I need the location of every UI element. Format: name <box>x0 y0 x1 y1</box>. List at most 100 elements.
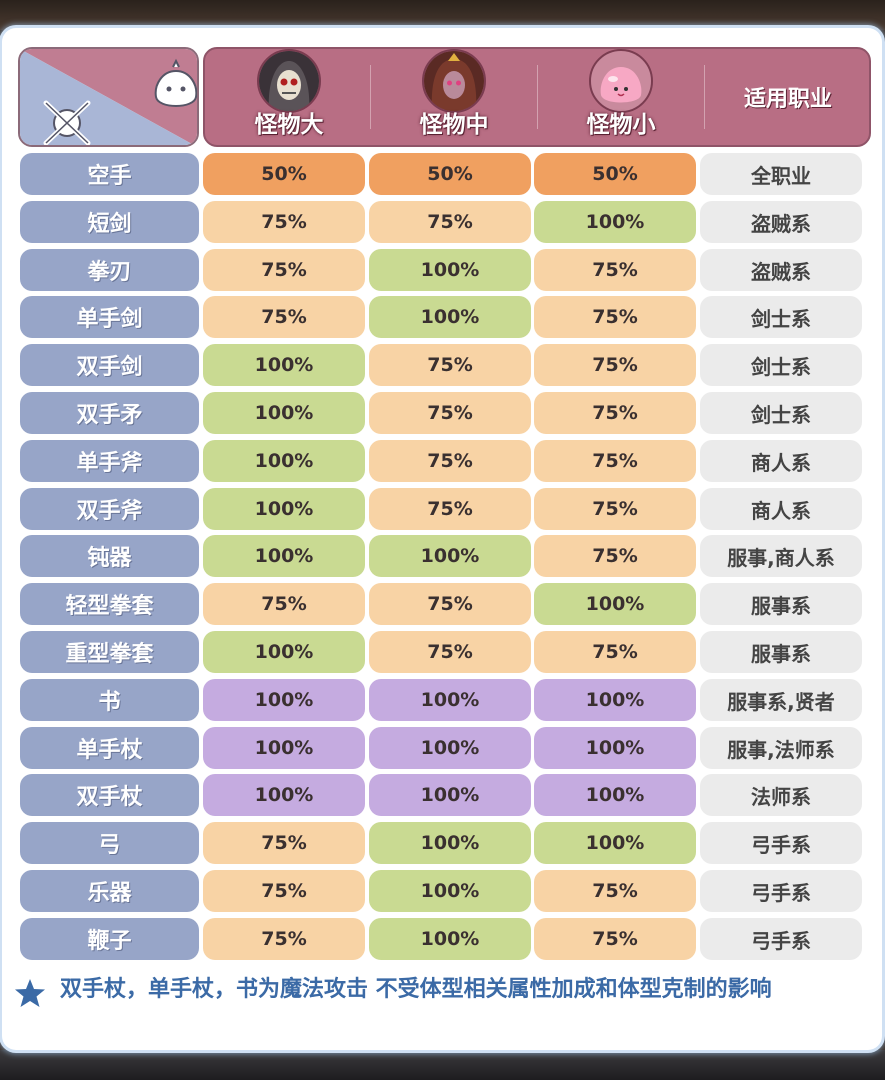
weapon-name-cell: 双手矛 <box>20 392 199 434</box>
modifier-cell-large: 75% <box>203 583 365 625</box>
modifier-cell-large: 100% <box>203 631 365 673</box>
background-bottom <box>0 1050 885 1080</box>
weapon-name-cell: 弓 <box>20 822 199 864</box>
job-cell: 弓手系 <box>700 822 862 864</box>
footnote-text: 双手杖，单手杖，书为魔法攻击 不受体型相关属性加成和体型克制的影响 <box>60 977 772 1002</box>
modifier-cell-medium: 75% <box>369 631 531 673</box>
modifier-cell-large: 100% <box>203 488 365 530</box>
modifier-cell-small: 75% <box>534 535 696 577</box>
job-cell: 服事系 <box>700 583 862 625</box>
header-divider <box>704 65 705 129</box>
weapon-name-cell: 单手剑 <box>20 296 199 338</box>
modifier-cell-large: 75% <box>203 870 365 912</box>
modifier-cell-large: 75% <box>203 249 365 291</box>
job-cell: 服事系 <box>700 631 862 673</box>
header-label-medium: 怪物中 <box>419 112 489 138</box>
weapon-name-cell: 轻型拳套 <box>20 583 199 625</box>
job-cell: 盗贼系 <box>700 201 862 243</box>
modifier-cell-medium: 75% <box>369 440 531 482</box>
job-cell: 剑士系 <box>700 344 862 386</box>
job-cell: 服事系,贤者 <box>700 679 862 721</box>
modifier-cell-small: 75% <box>534 392 696 434</box>
modifier-cell-small: 75% <box>534 918 696 960</box>
job-cell: 服事,商人系 <box>700 535 862 577</box>
modifier-cell-medium: 75% <box>369 488 531 530</box>
header-divider <box>537 65 538 129</box>
modifier-cell-small: 50% <box>534 153 696 195</box>
poring-monster-icon <box>589 49 653 113</box>
job-cell: 剑士系 <box>700 392 862 434</box>
modifier-cell-large: 75% <box>203 201 365 243</box>
girl-monster-icon <box>422 49 486 113</box>
weapon-name-cell: 双手斧 <box>20 488 199 530</box>
job-cell: 服事,法师系 <box>700 727 862 769</box>
modifier-cell-large: 100% <box>203 727 365 769</box>
modifier-cell-medium: 100% <box>369 249 531 291</box>
background-top <box>0 0 885 30</box>
modifier-cell-small: 75% <box>534 870 696 912</box>
modifier-cell-small: 100% <box>534 201 696 243</box>
modifier-cell-small: 100% <box>534 822 696 864</box>
modifier-cell-medium: 100% <box>369 918 531 960</box>
header-divider <box>370 65 371 129</box>
modifier-cell-medium: 100% <box>369 774 531 816</box>
job-cell: 商人系 <box>700 488 862 530</box>
modifier-cell-large: 100% <box>203 392 365 434</box>
modifier-cell-medium: 100% <box>369 870 531 912</box>
job-cell: 弓手系 <box>700 918 862 960</box>
modifier-cell-large: 100% <box>203 440 365 482</box>
weapon-name-cell: 乐器 <box>20 870 199 912</box>
weapon-name-cell: 单手杖 <box>20 727 199 769</box>
header-label-large: 怪物大 <box>254 112 324 138</box>
header-monster-medium: 怪物中 <box>371 49 537 145</box>
poring-small-icon <box>154 58 197 107</box>
modifier-cell-medium: 75% <box>369 392 531 434</box>
star-icon <box>15 979 45 1007</box>
weapon-name-cell: 双手剑 <box>20 344 199 386</box>
job-cell: 法师系 <box>700 774 862 816</box>
modifier-cell-large: 75% <box>203 822 365 864</box>
modifier-cell-medium: 100% <box>369 679 531 721</box>
modifier-cell-small: 75% <box>534 344 696 386</box>
table-corner-cell <box>18 47 199 147</box>
modifier-cell-small: 75% <box>534 631 696 673</box>
table-header: 怪物大 怪物中 怪物小 适用职业 <box>203 47 871 147</box>
job-cell: 剑士系 <box>700 296 862 338</box>
modifier-cell-medium: 100% <box>369 727 531 769</box>
modifier-cell-small: 100% <box>534 583 696 625</box>
modifier-cell-large: 75% <box>203 918 365 960</box>
modifier-cell-medium: 75% <box>369 344 531 386</box>
weapon-name-cell: 单手斧 <box>20 440 199 482</box>
job-cell: 弓手系 <box>700 870 862 912</box>
weapon-name-cell: 钝器 <box>20 535 199 577</box>
modifier-cell-medium: 100% <box>369 296 531 338</box>
modifier-cell-small: 75% <box>534 296 696 338</box>
job-cell: 全职业 <box>700 153 862 195</box>
modifier-cell-medium: 100% <box>369 822 531 864</box>
footnote: 双手杖，单手杖，书为魔法攻击 不受体型相关属性加成和体型克制的影响 <box>14 975 864 1009</box>
modifier-cell-small: 100% <box>534 727 696 769</box>
weapon-name-cell: 空手 <box>20 153 199 195</box>
weapon-crossed-icon <box>43 100 91 145</box>
header-label-job: 适用职业 <box>743 87 832 112</box>
modifier-cell-small: 100% <box>534 679 696 721</box>
modifier-cell-small: 75% <box>534 249 696 291</box>
weapon-name-cell: 双手杖 <box>20 774 199 816</box>
header-label-small: 怪物小 <box>586 112 656 138</box>
job-cell: 盗贼系 <box>700 249 862 291</box>
modifier-cell-medium: 75% <box>369 583 531 625</box>
job-cell: 商人系 <box>700 440 862 482</box>
modifier-cell-small: 100% <box>534 774 696 816</box>
modifier-cell-medium: 100% <box>369 535 531 577</box>
modifier-cell-large: 75% <box>203 296 365 338</box>
modifier-cell-large: 100% <box>203 535 365 577</box>
weapon-name-cell: 拳刃 <box>20 249 199 291</box>
header-monster-large: 怪物大 <box>209 49 369 145</box>
modifier-cell-small: 75% <box>534 440 696 482</box>
modifier-cell-large: 50% <box>203 153 365 195</box>
modifier-cell-large: 100% <box>203 344 365 386</box>
modifier-cell-medium: 75% <box>369 201 531 243</box>
modifier-cell-small: 75% <box>534 488 696 530</box>
header-monster-small: 怪物小 <box>538 49 704 145</box>
modifier-cell-large: 100% <box>203 774 365 816</box>
